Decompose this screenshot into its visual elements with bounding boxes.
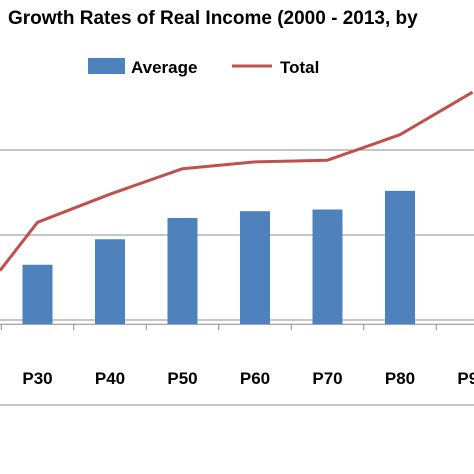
x-tick-label-p90: P90 — [457, 369, 474, 388]
x-tick-label-p30: P30 — [22, 369, 52, 388]
chart-title: Growth Rates of Real Income (2000 - 2013… — [8, 8, 418, 29]
x-tick-label-p80: P80 — [385, 369, 415, 388]
total-line — [0, 90, 474, 272]
x-tick-label-p60: P60 — [240, 369, 270, 388]
line-total — [0, 90, 474, 272]
x-tick-label-p40: P40 — [95, 369, 125, 388]
x-tick-label-p70: P70 — [312, 369, 342, 388]
bar-average-p50 — [167, 218, 198, 325]
legend-swatch-average — [88, 58, 125, 74]
legend-label-average: Average — [131, 58, 197, 77]
legend-label-total: Total — [280, 58, 319, 77]
bar-average-p60 — [240, 211, 270, 325]
bars — [22, 190, 415, 325]
gridlines — [0, 149, 474, 406]
bar-average-p30 — [22, 264, 53, 325]
x-tick-labels: P20P30P40P50P60P70P80P90 — [22, 369, 474, 388]
bar-average-p70 — [312, 209, 343, 325]
bar-average-p80 — [385, 190, 415, 325]
legend: Average Total — [88, 58, 319, 77]
x-tick-label-p50: P50 — [167, 369, 197, 388]
bar-average-p40 — [95, 239, 125, 325]
